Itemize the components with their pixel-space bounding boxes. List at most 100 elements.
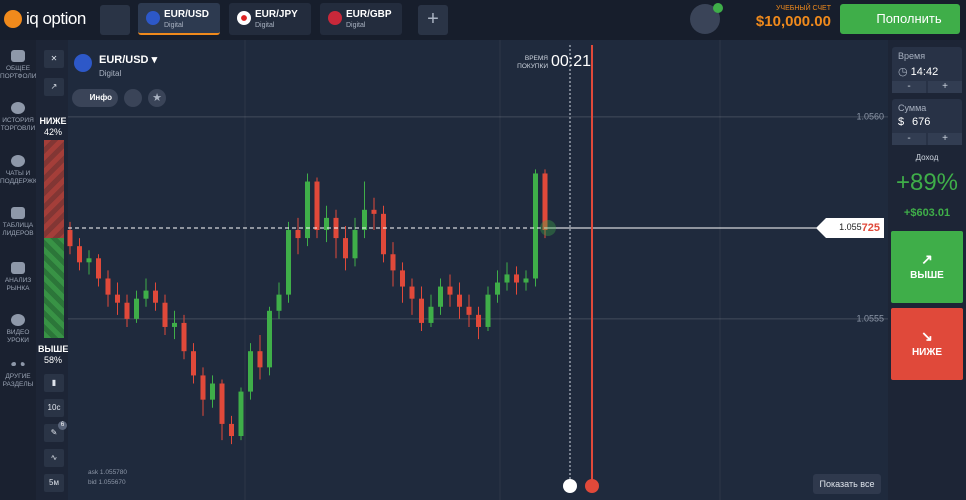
sidebar-item[interactable]: ЧАТЫ И ПОДДЕРЖКА — [0, 155, 36, 186]
sidebar-item[interactable]: ВИДЕО УРОКИ — [0, 314, 36, 345]
plus-button[interactable]: + — [928, 81, 962, 93]
candle-body — [257, 351, 263, 368]
current-price-accent: 725 — [862, 222, 880, 234]
candle-body — [314, 181, 320, 231]
deposit-label: Пополнить — [876, 11, 942, 26]
sidebar-label: ИСТОРИЯ ТОРГОВЛИ — [0, 117, 36, 132]
asset-type: Digital — [99, 69, 122, 78]
candle-body — [248, 351, 253, 392]
sidebar-label: ДРУГИЕ РАЗДЕЛЫ — [2, 373, 34, 388]
icon — [11, 155, 25, 167]
info-button[interactable]: Инфо — [72, 89, 118, 107]
candle-body — [134, 298, 139, 319]
profit-label: Доход — [915, 153, 939, 162]
purchase-time-value: 00:21 — [551, 53, 592, 70]
candle-body — [124, 302, 130, 319]
icon — [11, 262, 25, 274]
sidebar-item[interactable]: ТАБЛИЦА ЛИДЕРОВ — [0, 207, 36, 238]
timeframe-button[interactable]: 5м — [44, 474, 64, 492]
amount-stepper: - + — [892, 133, 962, 145]
sidebar-label: ЧАТЫ И ПОДДЕРЖКА — [0, 170, 36, 185]
candle-body — [238, 391, 244, 437]
candle-body — [324, 217, 329, 231]
sidebar: ОБЩЕЕ ПОРТФОЛИО ИСТОРИЯ ТОРГОВЛИ ЧАТЫ И … — [0, 40, 36, 500]
asset-name[interactable]: EUR/USD ▾ — [99, 54, 158, 66]
up-button[interactable]: ↗ ВЫШЕ — [891, 231, 963, 303]
show-all-button[interactable]: Показать все — [813, 474, 881, 494]
tab-type: Digital — [164, 22, 184, 29]
candle-body — [343, 238, 348, 259]
amount-value[interactable]: 676 — [912, 116, 931, 128]
minus-button[interactable]: - — [892, 81, 926, 93]
candle-body — [409, 286, 415, 299]
candle-body — [143, 290, 149, 299]
add-tab-button[interactable]: + — [418, 5, 448, 35]
indicator-count: 6 — [58, 421, 67, 430]
candle-body — [162, 302, 168, 327]
down-label: НИЖЕ — [39, 116, 67, 126]
tab[interactable]: EUR/JPY Digital — [229, 3, 311, 35]
candle-body — [390, 254, 396, 271]
candle-body — [67, 230, 73, 247]
candle-body — [105, 278, 111, 295]
sidebar-label: ТАБЛИЦА ЛИДЕРОВ — [2, 222, 34, 237]
current-price-glow — [540, 219, 556, 236]
minus-button[interactable]: - — [892, 133, 926, 145]
icon — [11, 362, 25, 370]
logo[interactable]: iq option — [26, 9, 86, 28]
grid-menu-button[interactable] — [100, 5, 130, 35]
tab[interactable]: EUR/USD Digital — [138, 3, 220, 35]
candle-body — [504, 274, 510, 283]
candle-body — [457, 294, 462, 307]
profit-pct: +89% — [895, 169, 959, 196]
tab[interactable]: EUR/GBP Digital — [320, 3, 402, 35]
down-pct: 42% — [43, 127, 62, 137]
candle-body — [219, 383, 225, 424]
ask-price: ask 1.055780 — [88, 469, 128, 476]
down-button[interactable]: ↘ НИЖЕ — [891, 308, 963, 380]
sidebar-item[interactable]: АНАЛИЗ РЫНКА — [0, 262, 36, 293]
bid-price: bid 1.055670 — [88, 479, 126, 486]
time-value[interactable]: ◷ 14:42 — [898, 65, 938, 78]
alerts-button[interactable] — [124, 89, 142, 107]
favorite-button[interactable]: ★ — [148, 89, 166, 107]
interval-button[interactable]: 10с — [44, 399, 64, 417]
chart-type-button[interactable]: ▮ — [44, 374, 64, 392]
candle-body — [286, 230, 291, 295]
chart-background — [68, 40, 888, 500]
balance[interactable]: $10,000.00 — [755, 13, 831, 30]
purchase-time-label: ВРЕМЯ ПОКУПКИ — [517, 55, 548, 70]
tab-type: Digital — [255, 22, 275, 29]
candle-body — [438, 286, 443, 307]
candle-body — [371, 209, 377, 214]
deposit-button[interactable]: Пополнить — [840, 4, 960, 34]
close-chart-button[interactable]: ✕ — [44, 50, 64, 68]
time-stepper: - + — [892, 81, 962, 93]
clock-icon: ◷ — [898, 66, 911, 78]
time-value-text: 14:42 — [910, 66, 939, 78]
candle-body — [276, 294, 282, 311]
candle-body — [466, 306, 472, 315]
candle-body — [229, 423, 234, 437]
candle-body — [485, 294, 491, 327]
candle-body — [428, 306, 434, 323]
icon — [11, 50, 25, 62]
logo-icon — [4, 10, 22, 28]
asset-name-text: EUR/USD — [99, 54, 149, 66]
sidebar-label: ОБЩЕЕ ПОРТФОЛИО — [0, 65, 36, 80]
sidebar-item[interactable]: ДРУГИЕ РАЗДЕЛЫ — [0, 362, 36, 389]
sidebar-item[interactable]: ИСТОРИЯ ТОРГОВЛИ — [0, 102, 36, 133]
time-panel: Время ◷ 14:42 - + — [892, 47, 962, 93]
candle-body — [153, 290, 158, 303]
tab-name: EUR/JPY — [255, 9, 298, 20]
candle-body — [191, 351, 196, 376]
drawing-button[interactable]: ∿ — [44, 449, 64, 467]
sidebar-item[interactable]: ОБЩЕЕ ПОРТФОЛИО — [0, 50, 36, 81]
plus-button[interactable]: + — [928, 133, 962, 145]
expand-button[interactable]: ↗ — [44, 78, 64, 96]
y-tick-label: 1.0555 — [856, 313, 884, 323]
up-label: ВЫШЕ — [38, 344, 69, 354]
amount-label: Сумма — [898, 103, 927, 113]
